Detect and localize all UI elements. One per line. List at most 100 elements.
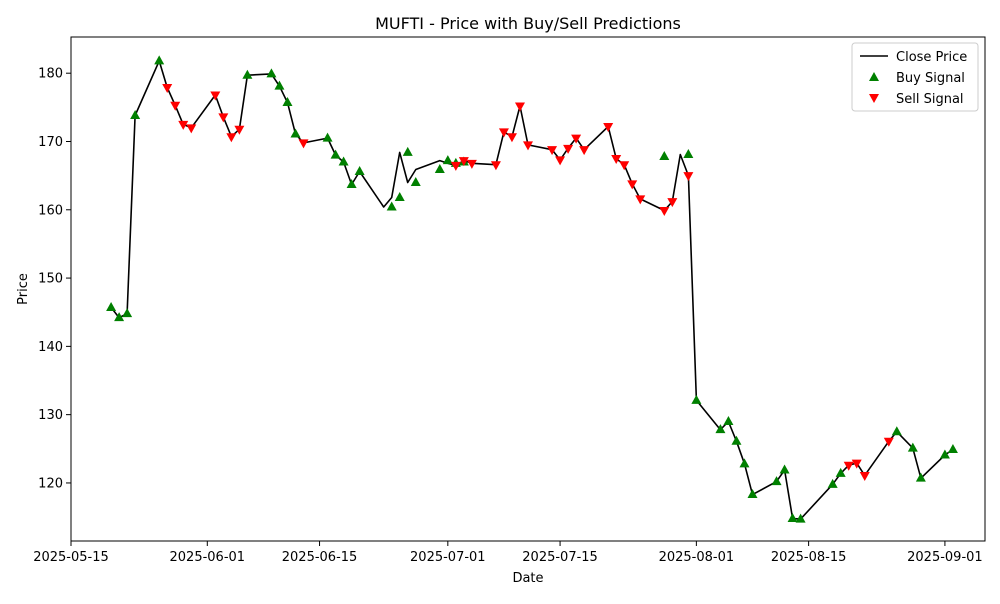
sell-signal-marker: [659, 206, 670, 216]
buy-signal-marker: [723, 415, 734, 425]
buy-signal-marker: [402, 146, 413, 156]
buy-signal-marker: [130, 110, 141, 120]
buy-signal-marker: [106, 301, 117, 311]
buy-signal-marker: [787, 512, 798, 522]
y-tick-label: 160: [38, 203, 63, 218]
x-axis: 2025-05-15 2025-06-01 2025-06-15 2025-07-01…: [33, 541, 983, 565]
sell-signal-marker: [547, 146, 558, 156]
sell-signal-marker: [450, 161, 461, 171]
buy-signal-marker: [683, 148, 694, 158]
plot-frame: [70, 36, 986, 542]
sell-signal-marker: [683, 172, 694, 182]
sell-signal-marker: [458, 157, 469, 167]
sell-signal-marker: [498, 128, 509, 138]
buy-signal-marker: [338, 156, 349, 166]
buy-signal-marker: [274, 80, 285, 90]
sell-signal-marker: [514, 102, 525, 112]
x-tick-label: 2025-08-15: [771, 550, 847, 565]
legend-frame: [851, 42, 979, 112]
sell-signal-marker: [178, 120, 189, 130]
sell-signal-marker: [186, 124, 197, 134]
buy-signal-marker: [242, 69, 253, 79]
buy-signal-marker: [715, 424, 726, 434]
y-tick-label: 150: [38, 272, 63, 287]
buy-signal-marker: [659, 151, 670, 161]
y-tick-label: 120: [38, 476, 63, 491]
x-tick-label: 2025-09-01: [907, 550, 983, 565]
buy-signal-marker: [827, 478, 838, 488]
buy-signal-marker: [835, 467, 846, 477]
x-tick-label: 2025-07-01: [410, 550, 486, 565]
legend-sell-signal-swatch: [869, 94, 879, 103]
buy-signal-marker: [354, 166, 365, 176]
sell-signal-marker: [234, 125, 245, 135]
y-axis-label: Price: [16, 273, 31, 305]
buy-signal-marker: [939, 449, 950, 459]
x-axis-label: Date: [512, 571, 543, 586]
sell-signal-marker: [210, 91, 221, 101]
x-tick-label: 2025-07-15: [522, 550, 598, 565]
buy-signal-marker: [739, 458, 750, 468]
y-axis: 120 130 140 150 160 170 180: [38, 67, 71, 491]
buy-signal-marker: [290, 128, 301, 138]
buy-signal-marker: [330, 149, 341, 159]
y-tick-label: 170: [38, 135, 63, 150]
chart-title: MUFTI - Price with Buy/Sell Predictions: [375, 14, 681, 33]
buy-signal-marker: [747, 489, 758, 499]
y-tick-label: 140: [38, 340, 63, 355]
legend-buy-signal-swatch: [869, 72, 879, 81]
legend-buy-signal-label: Buy Signal: [896, 71, 965, 86]
sell-signal-marker: [523, 141, 533, 151]
legend-sell-signal-label: Sell Signal: [896, 92, 964, 107]
x-tick-label: 2025-06-15: [282, 550, 358, 565]
sell-signal-marker: [611, 155, 622, 165]
sell-signal-marker: [851, 459, 862, 469]
x-tick-label: 2025-08-01: [659, 550, 735, 565]
legend: Close Price Buy Signal Sell Signal: [851, 42, 979, 112]
buy-signal-marker: [434, 163, 445, 173]
buy-signal-marker: [947, 443, 958, 453]
sell-signal-marker: [843, 461, 854, 471]
buy-signal-marker: [346, 179, 357, 189]
sell-signal-marker: [298, 139, 309, 149]
buy-signal-marker: [891, 426, 902, 436]
plot-area: [106, 55, 958, 523]
sell-signal-marker: [506, 133, 517, 143]
buy-signal-marker: [394, 191, 405, 201]
x-tick-label: 2025-06-01: [170, 550, 246, 565]
buy-signal-marker: [691, 394, 702, 404]
buy-signal-marker: [410, 176, 421, 186]
y-tick-label: 130: [38, 408, 63, 423]
buy-signal-marker: [731, 435, 742, 445]
sell-signal-marker: [667, 198, 678, 208]
sell-signal-marker: [226, 133, 237, 143]
sell-signal-marker: [162, 84, 173, 94]
buy-signal-marker: [779, 464, 790, 474]
sell-signal-marker: [490, 161, 501, 171]
y-tick-label: 180: [38, 67, 63, 82]
buy-signal-marker: [154, 55, 165, 65]
buy-signal-marker: [266, 68, 277, 78]
buy-signal-marker: [915, 472, 926, 482]
buy-signal-marker: [282, 97, 293, 107]
close-price-line: [110, 60, 954, 520]
buy-signal-marker: [122, 308, 133, 318]
buy-signal-marker: [442, 155, 453, 165]
legend-close-price-label: Close Price: [896, 50, 967, 65]
sell-signal-marker: [627, 180, 638, 190]
buy-signal-marker: [386, 201, 397, 211]
sell-signal-marker: [466, 159, 477, 169]
sell-signal-marker: [635, 195, 646, 205]
sell-signal-marker: [603, 122, 614, 132]
sell-signal-marker: [563, 144, 574, 154]
sell-signal-marker: [579, 146, 590, 156]
sell-signal-marker: [619, 161, 630, 171]
sell-signal-marker: [555, 156, 566, 166]
sell-signal-marker: [571, 134, 582, 144]
buy-signal-marker: [114, 312, 125, 322]
sell-signal-marker: [218, 113, 229, 123]
buy-signal-marker: [907, 442, 918, 452]
buy-signal-marker: [322, 132, 333, 142]
